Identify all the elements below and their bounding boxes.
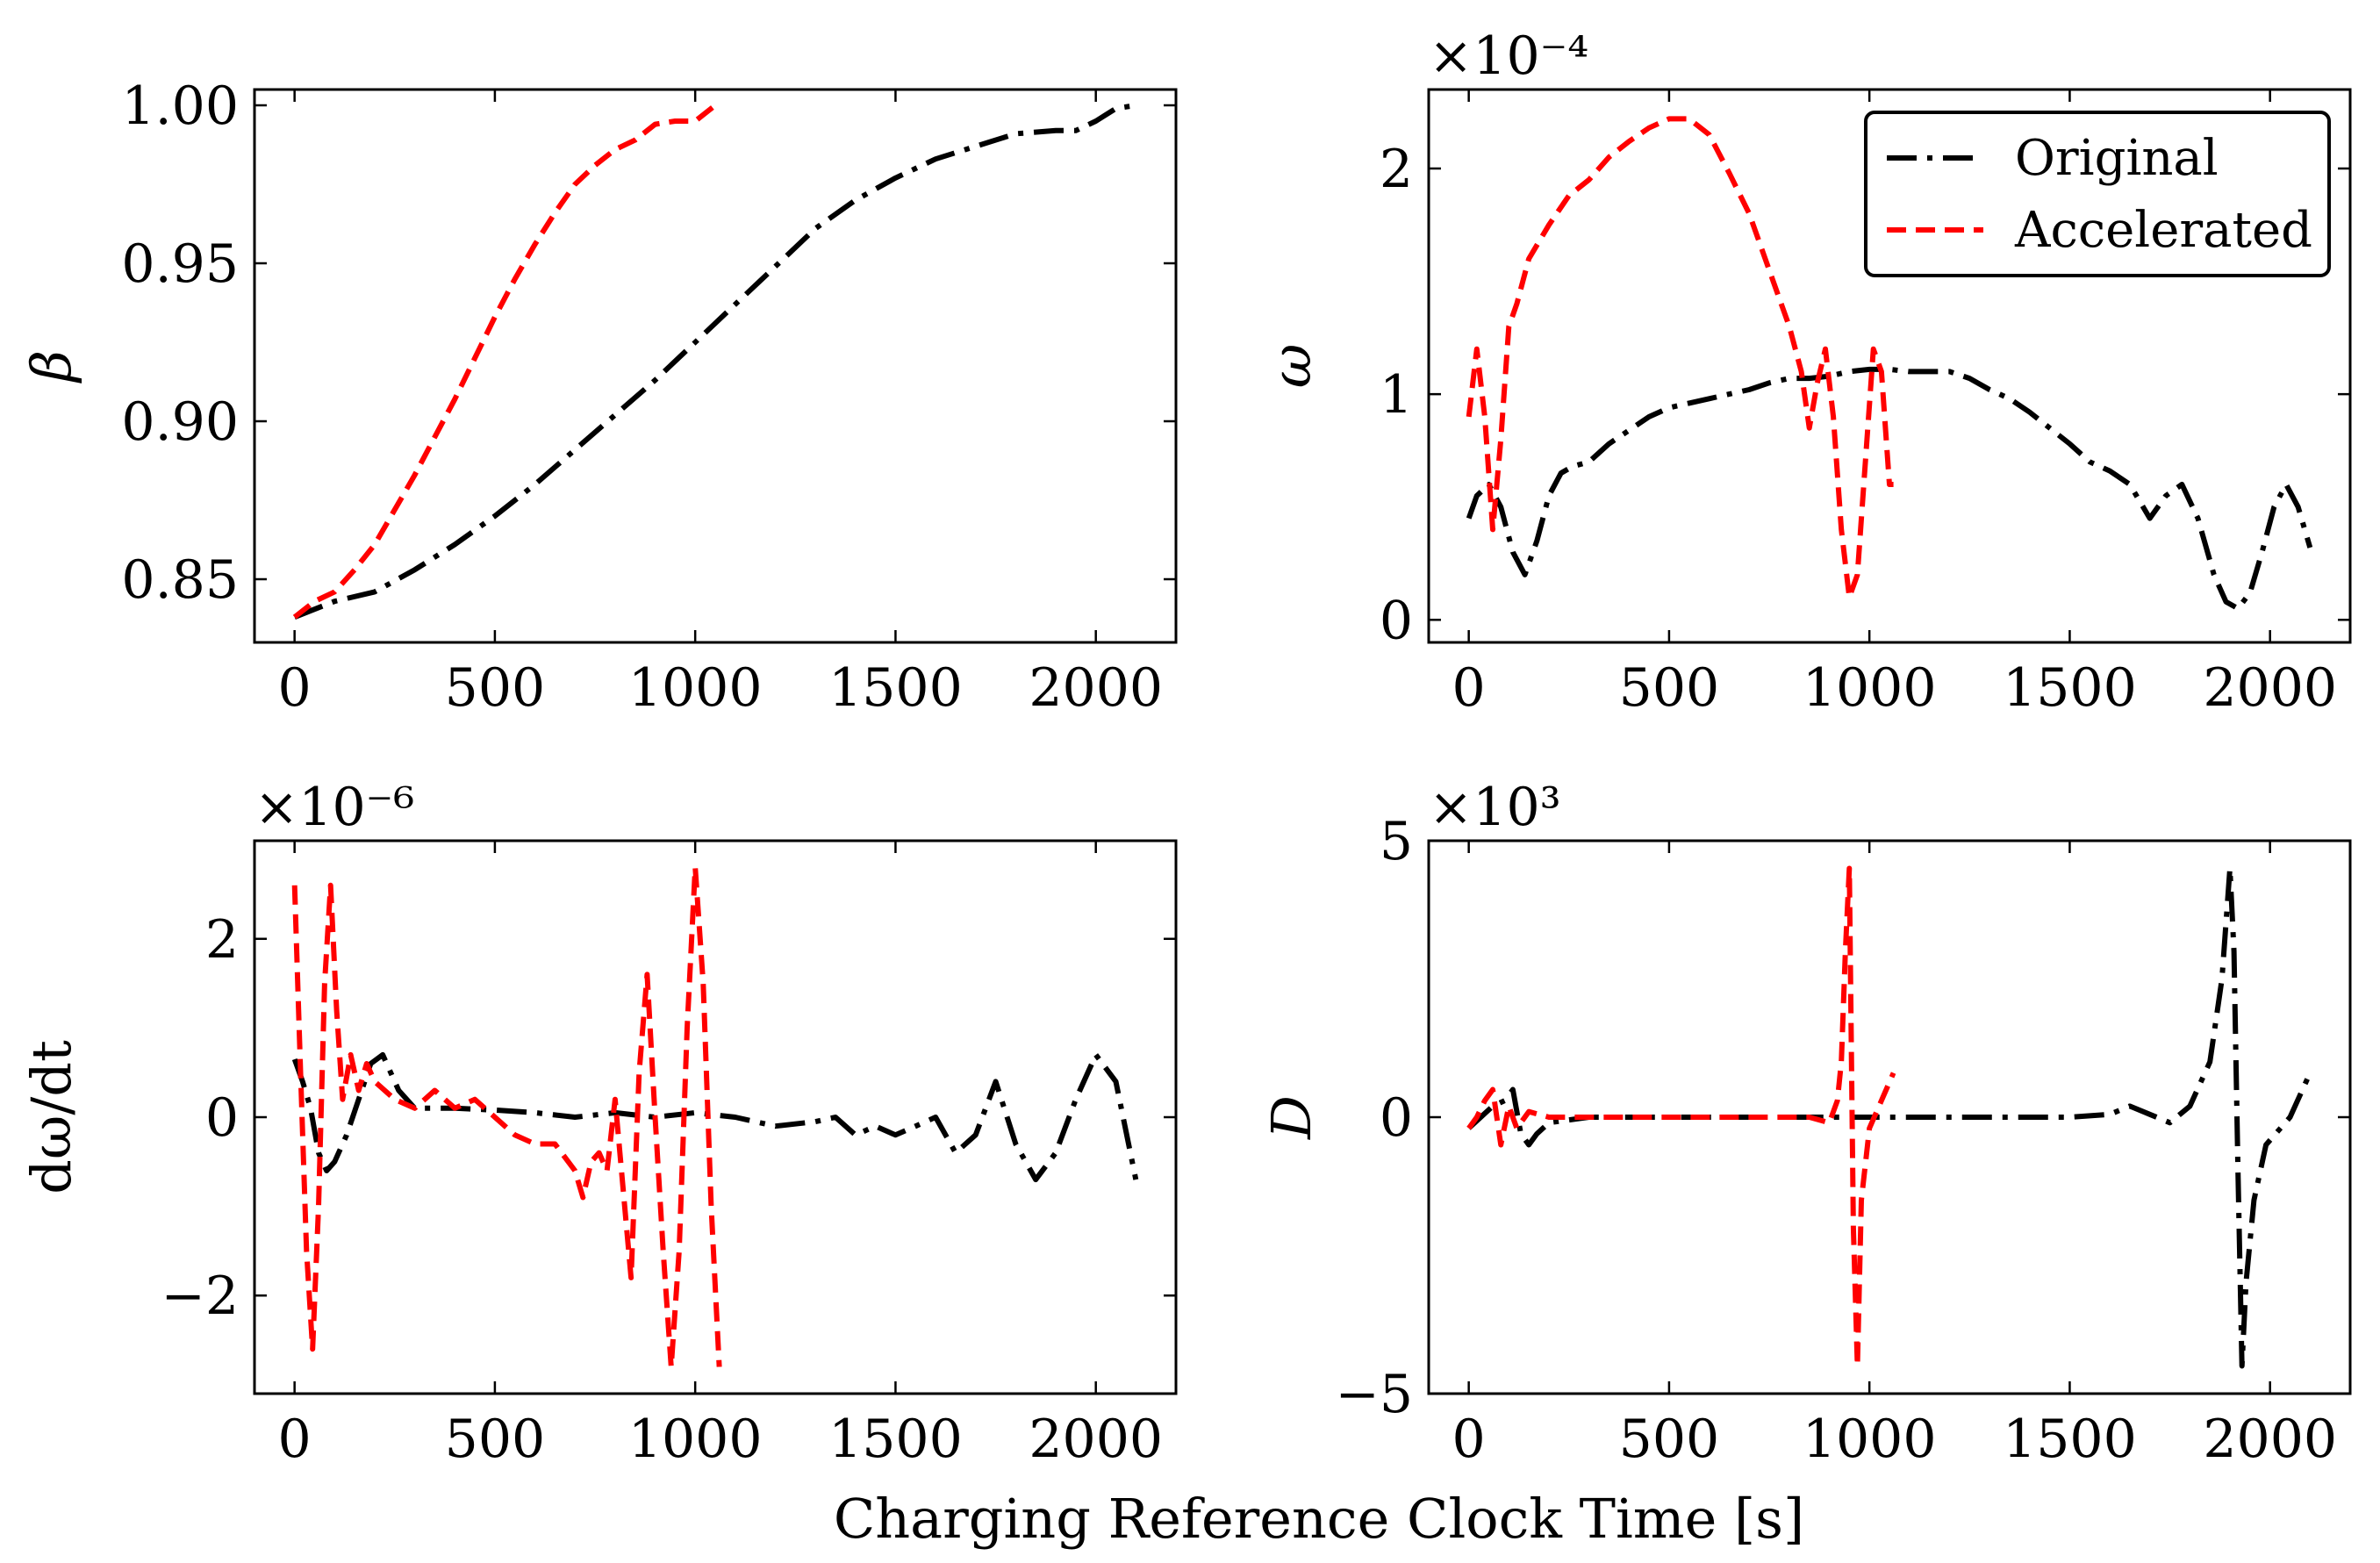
- series-line-accelerated: [291, 864, 722, 1370]
- series-group: [1466, 865, 2313, 1369]
- y-tick-label: 0: [1380, 590, 1413, 651]
- series-line-original: [291, 1051, 1139, 1183]
- x-tick-label: 500: [1619, 1409, 1720, 1470]
- x-tick-label: 2000: [1029, 657, 1163, 719]
- y-tick-label: 0: [1380, 1087, 1413, 1149]
- legend: Original Accelerated: [1864, 111, 2331, 277]
- x-tick-label: 0: [1452, 1409, 1486, 1470]
- subplot-top-left: 0 500 1000 1500 2000 0.85 0.90 0.95 1.00 β: [19, 75, 1178, 719]
- y-tick-label: 0: [205, 1087, 239, 1149]
- subplot-bottom-left: 0 500 1000 1500 2000 −2 0 2 dω/dt ×10⁻⁶: [19, 777, 1178, 1470]
- x-tick-label: 1500: [828, 657, 963, 719]
- y-tick-label: 0.90: [121, 391, 239, 453]
- x-tick-label: 1500: [2003, 657, 2137, 719]
- x-tick-label: 500: [445, 1409, 546, 1470]
- x-tick-label: 2000: [1029, 1409, 1163, 1470]
- x-tick-label: 0: [1452, 657, 1486, 719]
- x-tick-label: 1000: [1803, 657, 1937, 719]
- series-group: [292, 103, 1136, 620]
- series-line-accelerated: [1466, 865, 1896, 1369]
- subplot-bottom-right: 0 500 1000 1500 2000 −5 0 5 D ×10³: [1259, 777, 2352, 1470]
- y-tick-label: −2: [161, 1265, 239, 1327]
- series-line-original: [1466, 366, 2313, 612]
- y-tick-label: 2: [205, 909, 239, 971]
- axis-multiplier: ×10³: [1429, 777, 1561, 838]
- x-tick-label: 500: [445, 657, 546, 719]
- x-tick-label: 1500: [2003, 1409, 2137, 1470]
- y-axis-label: ω: [1259, 344, 1323, 389]
- x-tick-label: 0: [278, 657, 312, 719]
- series-line-accelerated: [292, 103, 717, 620]
- axis-multiplier: ×10⁻⁶: [254, 777, 414, 838]
- y-tick-label: 0.85: [121, 549, 239, 611]
- x-tick-label: 1000: [628, 657, 763, 719]
- series-line-accelerated: [1466, 116, 1894, 600]
- x-tick-label: 500: [1619, 657, 1720, 719]
- series-line-original: [1466, 865, 2313, 1369]
- x-tick-label: 2000: [2203, 657, 2337, 719]
- y-tick-label: −5: [1336, 1364, 1413, 1425]
- legend-box: [1864, 111, 2331, 277]
- x-tick-label: 1000: [1803, 1409, 1937, 1470]
- x-tick-label: 1500: [828, 1409, 963, 1470]
- series-group: [291, 864, 1139, 1370]
- series-group: [1466, 116, 2313, 612]
- y-axis-label: D: [1259, 1095, 1323, 1140]
- axes-frame: [1427, 88, 2352, 644]
- y-axis-label: β: [19, 350, 83, 384]
- y-axis-label: dω/dt: [19, 1040, 83, 1194]
- legend-label-original: Original: [2015, 130, 2219, 187]
- series-line-original: [293, 103, 1136, 620]
- axis-multiplier: ×10⁻⁴: [1429, 25, 1588, 87]
- y-tick-label: 1: [1380, 364, 1413, 426]
- y-tick-label: 0.95: [121, 233, 239, 295]
- y-tick-label: 2: [1380, 139, 1413, 200]
- x-tick-label: 2000: [2203, 1409, 2337, 1470]
- shared-x-axis-label: Charging Reference Clock Time [s]: [834, 1487, 1804, 1551]
- x-tick-label: 1000: [628, 1409, 763, 1470]
- axes-frame: [253, 88, 1178, 644]
- y-tick-label: 1.00: [121, 75, 239, 137]
- x-tick-label: 0: [278, 1409, 312, 1470]
- y-tick-label: 5: [1380, 811, 1413, 872]
- legend-label-accelerated: Accelerated: [2014, 202, 2312, 259]
- subplot-top-right: 0 500 1000 1500 2000 0 1 2 ω ×10⁻⁴ Original Acceler…: [1259, 25, 2352, 719]
